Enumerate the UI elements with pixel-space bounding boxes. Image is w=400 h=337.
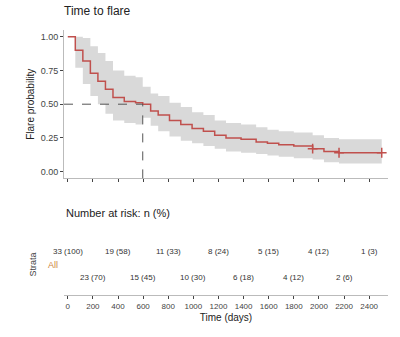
svg-text:15 (45): 15 (45) xyxy=(130,273,156,282)
svg-text:All: All xyxy=(48,260,58,270)
svg-text:1 (3): 1 (3) xyxy=(361,247,378,256)
svg-text:8 (24): 8 (24) xyxy=(208,247,229,256)
svg-text:19 (58): 19 (58) xyxy=(105,247,131,256)
svg-text:5 (15): 5 (15) xyxy=(258,247,279,256)
svg-text:6 (18): 6 (18) xyxy=(233,273,254,282)
svg-text:1800: 1800 xyxy=(285,302,303,311)
svg-text:33 (100): 33 (100) xyxy=(53,247,83,256)
svg-text:1400: 1400 xyxy=(235,302,253,311)
svg-text:4 (12): 4 (12) xyxy=(308,247,329,256)
svg-text:2000: 2000 xyxy=(310,302,328,311)
svg-text:1000: 1000 xyxy=(184,302,202,311)
svg-text:Time to flare: Time to flare xyxy=(64,4,131,18)
svg-text:Time (days): Time (days) xyxy=(200,312,252,323)
svg-text:800: 800 xyxy=(162,302,176,311)
svg-text:2400: 2400 xyxy=(360,302,378,311)
svg-text:400: 400 xyxy=(111,302,125,311)
svg-text:2 (6): 2 (6) xyxy=(336,273,353,282)
svg-text:1.00: 1.00 xyxy=(41,32,59,42)
svg-text:1600: 1600 xyxy=(260,302,278,311)
svg-text:Flare probability: Flare probability xyxy=(25,69,36,140)
svg-text:Strata: Strata xyxy=(28,253,38,277)
svg-text:10 (30): 10 (30) xyxy=(180,273,206,282)
svg-text:11 (33): 11 (33) xyxy=(156,247,181,256)
svg-text:0: 0 xyxy=(66,302,71,311)
svg-text:2200: 2200 xyxy=(335,302,353,311)
svg-text:600: 600 xyxy=(136,302,150,311)
svg-text:0.50: 0.50 xyxy=(41,99,59,109)
svg-text:0.75: 0.75 xyxy=(41,66,59,76)
svg-text:23 (70): 23 (70) xyxy=(80,273,106,282)
svg-text:1200: 1200 xyxy=(210,302,228,311)
svg-text:0.25: 0.25 xyxy=(41,133,59,143)
svg-text:0.00: 0.00 xyxy=(41,167,59,177)
svg-text:Number at risk: n (%): Number at risk: n (%) xyxy=(66,207,170,219)
svg-text:4 (12): 4 (12) xyxy=(283,273,304,282)
svg-text:200: 200 xyxy=(86,302,100,311)
